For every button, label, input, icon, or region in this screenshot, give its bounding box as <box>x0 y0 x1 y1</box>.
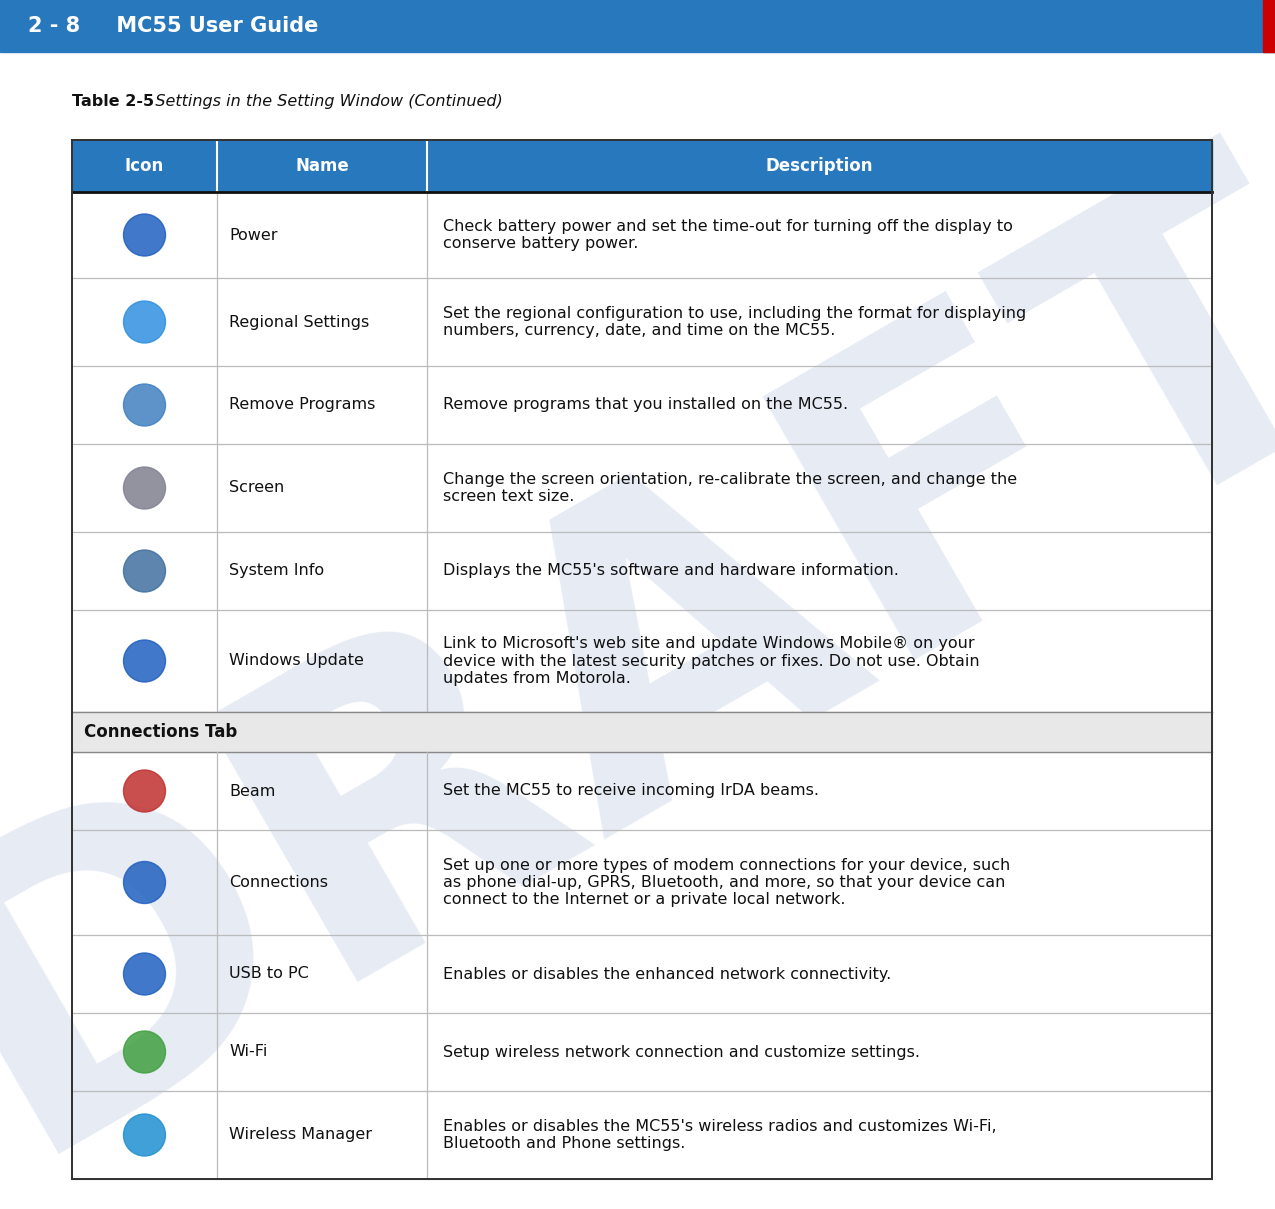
Circle shape <box>124 862 166 903</box>
Text: Setup wireless network connection and customize settings.: Setup wireless network connection and cu… <box>442 1045 921 1059</box>
Text: Description: Description <box>766 157 873 175</box>
Circle shape <box>124 770 166 812</box>
Circle shape <box>124 640 166 682</box>
Text: Set the MC55 to receive incoming IrDA beams.: Set the MC55 to receive incoming IrDA be… <box>442 783 819 798</box>
Text: Windows Update: Windows Update <box>230 654 363 669</box>
Text: 2 - 8     MC55 User Guide: 2 - 8 MC55 User Guide <box>28 16 319 36</box>
Text: Enables or disables the enhanced network connectivity.: Enables or disables the enhanced network… <box>442 966 891 982</box>
Circle shape <box>124 384 166 426</box>
Text: Remove programs that you installed on the MC55.: Remove programs that you installed on th… <box>442 398 848 412</box>
Text: Remove Programs: Remove Programs <box>230 398 375 412</box>
Text: Table 2-5: Table 2-5 <box>71 94 154 109</box>
Bar <box>1264 0 1275 52</box>
Circle shape <box>124 953 166 995</box>
Bar <box>0 0 1275 52</box>
Text: Check battery power and set the time-out for turning off the display to
conserve: Check battery power and set the time-out… <box>442 219 1012 251</box>
Text: Screen: Screen <box>230 480 284 496</box>
Circle shape <box>124 1031 166 1074</box>
Text: Enables or disables the MC55's wireless radios and customizes Wi-Fi,
Bluetooth a: Enables or disables the MC55's wireless … <box>442 1118 997 1151</box>
Text: Regional Settings: Regional Settings <box>230 314 370 330</box>
Text: Beam: Beam <box>230 783 275 798</box>
Text: Wireless Manager: Wireless Manager <box>230 1128 372 1143</box>
Bar <box>71 140 1213 192</box>
Circle shape <box>124 467 166 509</box>
Text: Set the regional configuration to use, including the format for displaying
numbe: Set the regional configuration to use, i… <box>442 306 1026 339</box>
Bar <box>71 140 1213 1179</box>
Text: Settings in the Setting Window (Continued): Settings in the Setting Window (Continue… <box>140 94 502 109</box>
Text: Power: Power <box>230 227 278 243</box>
Text: Name: Name <box>295 157 349 175</box>
Text: Displays the MC55's software and hardware information.: Displays the MC55's software and hardwar… <box>442 563 899 578</box>
Text: Wi-Fi: Wi-Fi <box>230 1045 268 1059</box>
Text: Set up one or more types of modem connections for your device, such
as phone dia: Set up one or more types of modem connec… <box>442 857 1010 908</box>
Text: Link to Microsoft's web site and update Windows Mobile® on your
device with the : Link to Microsoft's web site and update … <box>442 636 979 686</box>
Text: DRAFT: DRAFT <box>0 100 1275 1209</box>
Text: Connections Tab: Connections Tab <box>84 723 237 741</box>
Text: Icon: Icon <box>125 157 164 175</box>
Text: Connections: Connections <box>230 875 328 890</box>
Text: Change the screen orientation, re-calibrate the screen, and change the
screen te: Change the screen orientation, re-calibr… <box>442 472 1017 504</box>
Circle shape <box>124 1113 166 1156</box>
Bar <box>71 712 1213 752</box>
Circle shape <box>124 214 166 256</box>
Text: System Info: System Info <box>230 563 324 578</box>
Circle shape <box>124 301 166 343</box>
Text: USB to PC: USB to PC <box>230 966 309 982</box>
Circle shape <box>124 550 166 592</box>
